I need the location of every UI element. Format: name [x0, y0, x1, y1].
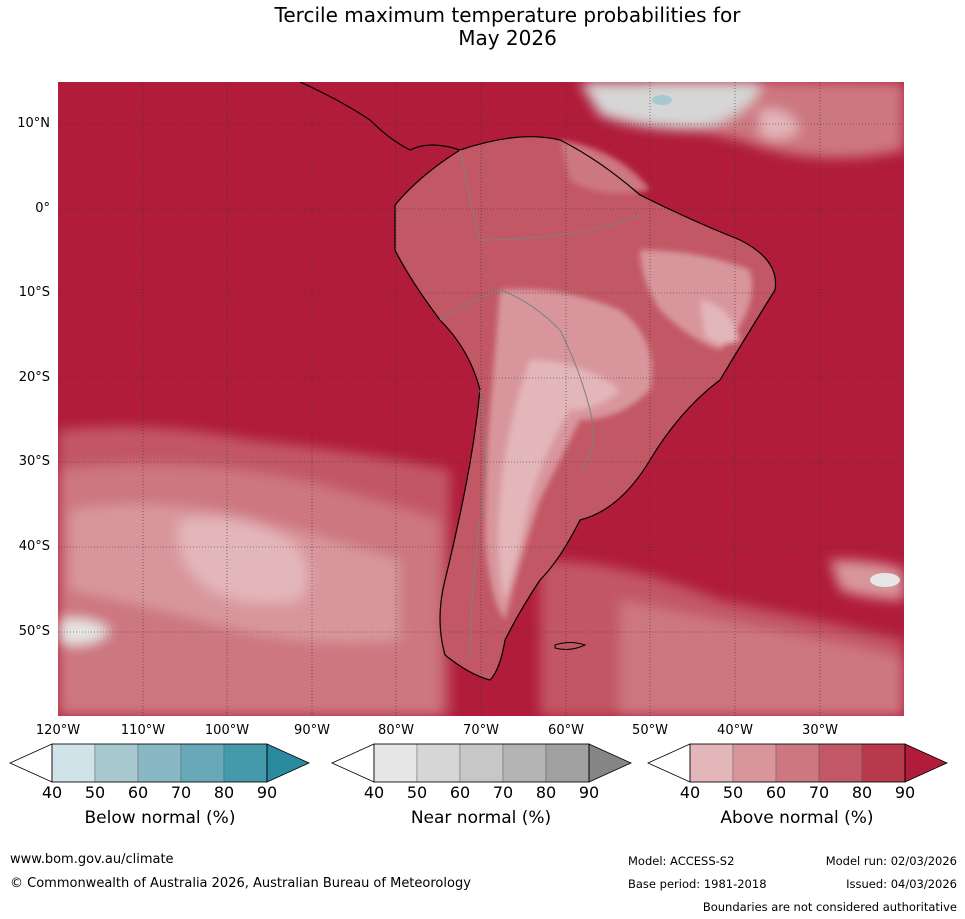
colorbar-segment — [732, 743, 777, 783]
lat-label: 10°N — [17, 116, 50, 131]
issued-date: Issued: 04/03/2026 — [846, 877, 957, 891]
lat-label: 40°S — [18, 539, 50, 554]
colorbar-segment — [373, 743, 418, 783]
colorbar-below-normal — [9, 743, 310, 783]
colorbar-tick: 70 — [492, 783, 514, 802]
colorbar-tick: 40 — [679, 783, 701, 802]
colorbar-segment — [775, 743, 820, 783]
lat-label: 30°S — [18, 454, 50, 469]
colorbar-segment — [459, 743, 504, 783]
coastline — [394, 136, 777, 681]
colorbar-segment — [545, 743, 590, 783]
lon-label: 110°W — [120, 723, 166, 738]
lon-label: 100°W — [204, 723, 250, 738]
colorbar-segment — [331, 743, 375, 783]
lon-label: 80°W — [378, 723, 414, 738]
colorbar-tick: 60 — [765, 783, 787, 802]
colorbar-above-normal — [647, 743, 948, 783]
colorbar-tick: 60 — [449, 783, 471, 802]
colorbar-segment — [502, 743, 547, 783]
lat-label: 0° — [35, 201, 50, 216]
lon-label: 90°W — [294, 723, 330, 738]
colorbar-segment — [51, 743, 96, 783]
colorbar-segment — [588, 743, 632, 783]
colorbar-segment — [647, 743, 691, 783]
colorbar-tick: 50 — [406, 783, 428, 802]
base-period: Base period: 1981-2018 — [628, 877, 767, 891]
southern-ocean-anomaly — [58, 82, 904, 716]
graticule — [58, 82, 904, 716]
lon-label: 30°W — [802, 723, 838, 738]
colorbar-tick: 40 — [41, 783, 63, 802]
colorbar-tick: 80 — [213, 783, 235, 802]
colorbar-segment — [861, 743, 906, 783]
colorbar-title-above: Above normal (%) — [720, 808, 874, 828]
lon-label: 40°W — [717, 723, 753, 738]
copyright: © Commonwealth of Australia 2026, Austra… — [10, 876, 471, 891]
colorbar-tick: 90 — [894, 783, 916, 802]
colorbar-tick: 70 — [170, 783, 192, 802]
colorbar-segment — [416, 743, 461, 783]
website-link[interactable]: www.bom.gov.au/climate — [10, 852, 174, 867]
land-anomaly — [485, 140, 752, 620]
near-normal-patch — [870, 573, 900, 587]
colorbar-segment — [94, 743, 139, 783]
colorbar-segment — [904, 743, 948, 783]
lon-label: 60°W — [548, 723, 584, 738]
colorbar-tick: 60 — [127, 783, 149, 802]
colorbar-tick: 50 — [722, 783, 744, 802]
colorbar-title-below: Below normal (%) — [84, 808, 236, 828]
model-run: Model run: 02/03/2026 — [825, 854, 957, 868]
lon-label: 120°W — [35, 723, 81, 738]
colorbar-segment — [223, 743, 268, 783]
colorbar-tick: 50 — [84, 783, 106, 802]
lon-label: 50°W — [632, 723, 668, 738]
title-line-1: Tercile maximum temperature probabilitie… — [274, 3, 741, 27]
lat-label: 50°S — [18, 624, 50, 639]
disclaimer: Boundaries are not considered authoritat… — [702, 900, 957, 914]
title-line-2: May 2026 — [458, 26, 557, 50]
colorbar-tick: 70 — [808, 783, 830, 802]
colorbar-tick: 80 — [535, 783, 557, 802]
colorbar-segment — [180, 743, 225, 783]
colorbar-segment — [137, 743, 182, 783]
colorbar-tick: 40 — [363, 783, 385, 802]
colorbar-segment — [266, 743, 310, 783]
colorbar-title-near: Near normal (%) — [410, 808, 552, 828]
model-name: Model: ACCESS-S2 — [628, 854, 735, 868]
central-america — [299, 82, 461, 151]
map-title: Tercile maximum temperature probabilitie… — [0, 4, 965, 50]
colorbar-tick: 90 — [256, 783, 278, 802]
lat-label: 10°S — [18, 285, 50, 300]
colorbar-segment — [689, 743, 734, 783]
lat-label: 20°S — [18, 370, 50, 385]
lon-label: 70°W — [463, 723, 499, 738]
falkland-islands — [554, 642, 587, 650]
country-borders — [439, 149, 641, 661]
colorbar-segment — [9, 743, 53, 783]
colorbar-segment — [818, 743, 863, 783]
colorbar-near-normal — [331, 743, 632, 783]
colorbar-tick: 90 — [578, 783, 600, 802]
colorbar-tick: 80 — [851, 783, 873, 802]
near-normal-patch — [652, 95, 672, 105]
